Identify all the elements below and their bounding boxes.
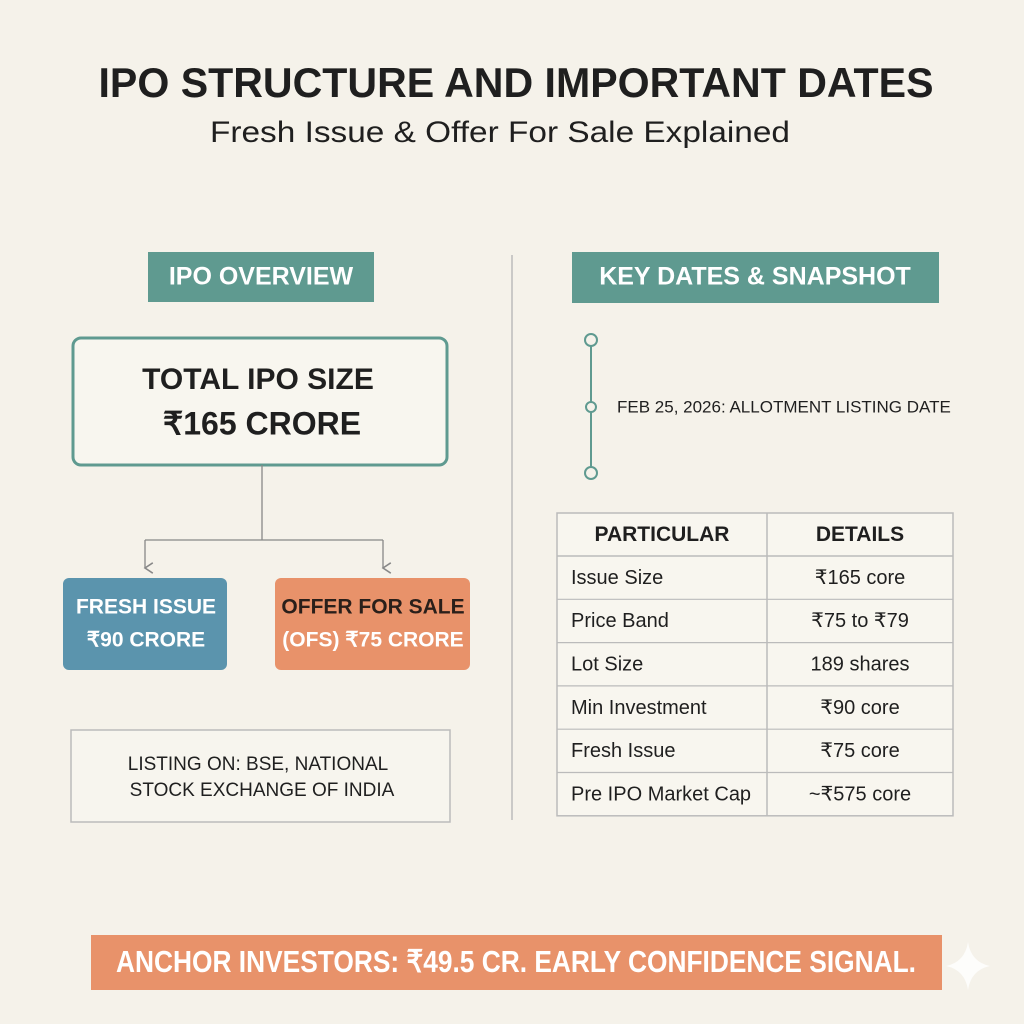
timeline-dot [584,333,598,347]
sparkle [946,942,990,990]
total-label: TOTAL IPO SIZE [142,363,374,396]
ofs-label: OFFER FOR SALE [281,596,464,619]
table-cell: ₹75 core [820,740,899,762]
table-cell: Price Band [571,610,669,632]
listing-line: STOCK EXCHANGE OF INDIA [130,780,395,801]
table-cell: Issue Size [571,567,663,589]
table-cell: 189 shares [811,654,910,676]
table-cell: ₹165 core [815,567,906,589]
banner [91,935,942,990]
table-cell: Pre IPO Market Cap [571,783,751,805]
total-value: ₹165 CRORE [163,405,361,441]
timeline-label: FEB 25, 2026: ALLOTMENT LISTING DATE [617,397,951,416]
timeline-dot [584,466,598,480]
section-badge [572,252,939,303]
section-heading: IPO OVERVIEW [169,263,354,291]
ofs-box [275,578,470,670]
table-cell: Lot Size [571,654,643,676]
listing-box [70,729,451,823]
fresh-issue-label: FRESH ISSUE [76,596,216,619]
connector [145,465,383,541]
table-header: PARTICULAR [595,523,730,546]
subtitle: Fresh Issue & Offer For Sale Explained [210,116,790,149]
fresh-issue-value: ₹90 CRORE [87,629,205,652]
table-cell: Min Investment [571,697,707,719]
title: IPO STRUCTURE AND IMPORTANT DATES [99,59,934,106]
total-box [71,336,449,467]
table-cell: ~₹575 core [809,783,911,805]
snapshot-table: PARTICULAR DETAILS Issue Size ₹165 core Pric… [556,512,954,817]
table-cell: Fresh Issue [571,740,675,762]
table-header: DETAILS [816,523,904,546]
timeline-dot [585,401,597,413]
section-badge [148,252,374,302]
section-heading: KEY DATES & SNAPSHOT [599,263,911,291]
table-frame [556,512,954,817]
ofs-value: (OFS) ₹75 CRORE [282,629,463,652]
table-cell: ₹75 to ₹79 [811,610,909,632]
table-cell: ₹90 core [820,697,899,719]
banner-text: ANCHOR INVESTORS: ₹49.5 CR. EARLY CONFID… [116,944,916,979]
listing-line: LISTING ON: BSE, NATIONAL [128,754,388,775]
fresh-issue-box [63,578,227,670]
